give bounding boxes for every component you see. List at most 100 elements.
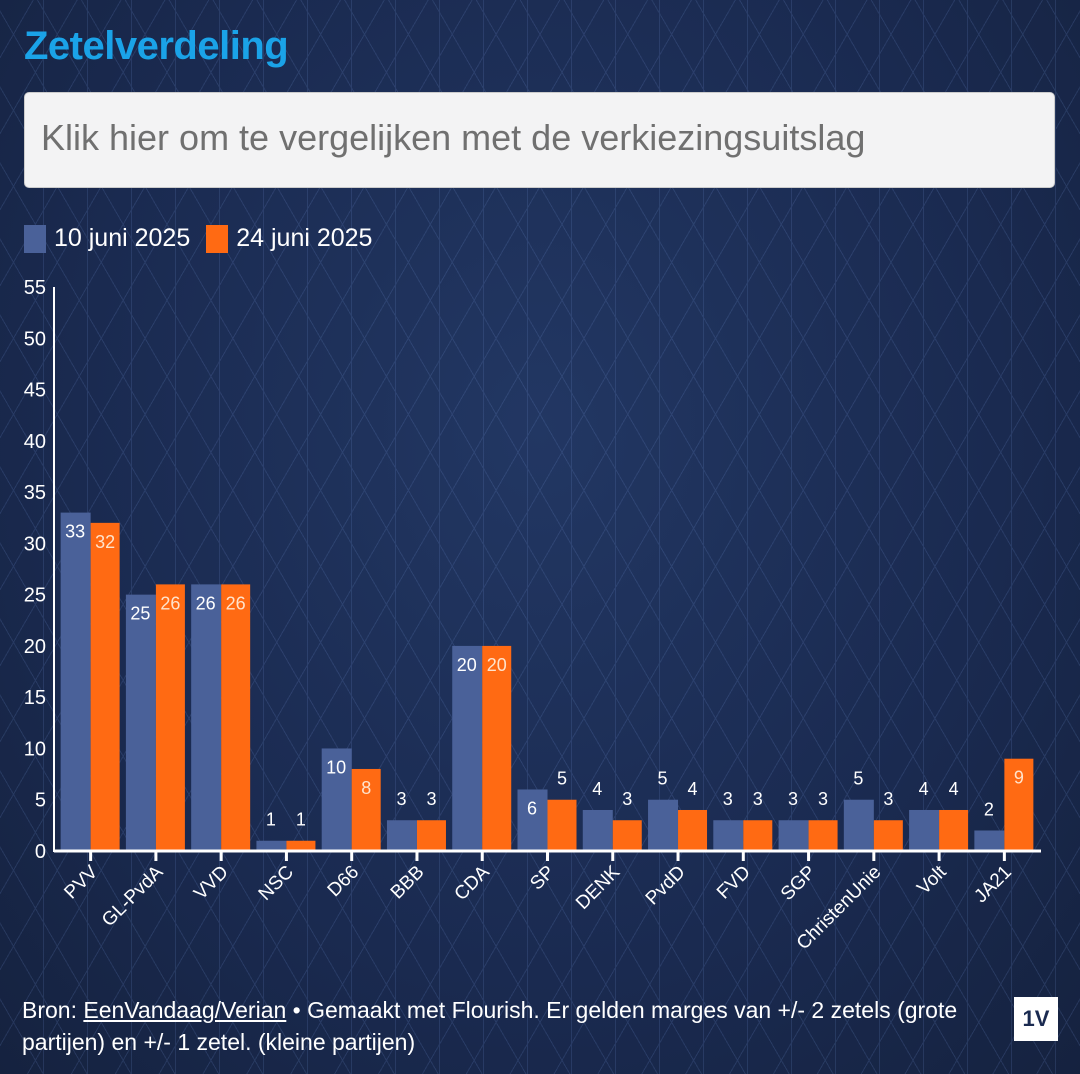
bar-FVD-2: [743, 820, 773, 851]
x-tick-label: BBB: [387, 862, 429, 904]
bar-D66-1: [321, 748, 352, 851]
bar-SP-1: [517, 789, 548, 851]
data-label: 4: [919, 779, 929, 799]
bar-CDA-1: [452, 645, 483, 851]
bar-NSC-2: [286, 840, 316, 851]
data-label: 3: [723, 789, 733, 809]
legend-swatch: [24, 224, 46, 253]
footer-note: Bron: EenVandaag/Verian • Gemaakt met Fl…: [22, 994, 1002, 1058]
bar-SGP-1: [778, 820, 809, 851]
data-label: 26: [226, 593, 246, 613]
bar-DENK-1: [582, 809, 613, 851]
x-tick-label: JA21: [970, 862, 1015, 907]
data-label: 3: [426, 789, 436, 809]
bar-VVD-1: [191, 584, 222, 851]
x-tick-label: NSC: [255, 862, 298, 905]
data-label: 2: [984, 799, 994, 819]
x-tick-label: CDA: [451, 861, 494, 904]
x-tick-label: FVD: [713, 862, 755, 904]
data-label: 3: [396, 789, 406, 809]
bar-SGP-2: [808, 820, 838, 851]
legend-item-series-2[interactable]: 24 juni 2025: [206, 224, 372, 253]
y-tick-label: 20: [24, 636, 46, 658]
data-label: 1: [266, 810, 276, 830]
x-tick-label: PVV: [60, 861, 102, 903]
bar-ChristenUnie-2: [873, 820, 903, 851]
data-label: 3: [788, 789, 798, 809]
y-tick-label: 50: [24, 328, 46, 350]
x-tick-label: PvdD: [642, 862, 690, 910]
data-label: 6: [527, 798, 537, 818]
data-label: 4: [592, 779, 602, 799]
bar-JA21-2: [1004, 758, 1034, 851]
data-label: 10: [326, 757, 346, 777]
bar-PvdD-2: [678, 809, 708, 851]
legend-item-series-1[interactable]: 10 juni 2025: [24, 224, 190, 253]
legend-label: 24 juni 2025: [236, 224, 373, 252]
y-tick-label: 55: [24, 277, 46, 299]
data-label: 5: [658, 769, 668, 789]
data-label: 3: [883, 789, 893, 809]
bar-DENK-2: [612, 820, 642, 851]
bar-VVD-2: [221, 584, 251, 851]
y-tick-label: 10: [24, 738, 46, 760]
data-label: 3: [753, 789, 763, 809]
bar-GL-PvdA-2: [155, 584, 185, 851]
chart-title: Zetelverdeling: [24, 24, 289, 68]
y-tick-label: 0: [35, 841, 46, 863]
bar-ChristenUnie-1: [843, 799, 874, 851]
x-tick-label: DENK: [572, 861, 624, 913]
bar-PvdD-1: [648, 799, 679, 851]
data-label: 9: [1014, 768, 1024, 788]
x-tick-label: VVD: [190, 862, 232, 904]
footer-text: • Gemaakt met Flourish. Er gelden marges…: [22, 997, 958, 1055]
bar-CDA-2: [482, 645, 512, 851]
compare-results-button[interactable]: Klik hier om te vergelijken met de verki…: [24, 92, 1055, 188]
bar-SP-2: [547, 799, 577, 851]
bar-Volt-1: [909, 809, 940, 851]
data-label: 3: [622, 789, 632, 809]
data-label: 32: [95, 532, 115, 552]
data-label: 5: [557, 769, 567, 789]
bar-BBB-1: [386, 820, 417, 851]
y-tick-label: 25: [24, 585, 46, 607]
footer-prefix: Bron:: [22, 997, 84, 1023]
bar-BBB-2: [416, 820, 446, 851]
data-label: 4: [949, 779, 959, 799]
data-label: 20: [487, 655, 507, 675]
data-label: 4: [688, 779, 698, 799]
x-tick-label: D66: [324, 862, 363, 901]
data-label: 3: [818, 789, 828, 809]
y-tick-label: 45: [24, 380, 46, 402]
data-label: 5: [853, 769, 863, 789]
bar-FVD-1: [713, 820, 744, 851]
data-label: 1: [296, 810, 306, 830]
x-tick-label: SP: [526, 862, 559, 895]
y-tick-label: 5: [35, 790, 46, 812]
legend-label: 10 juni 2025: [54, 224, 191, 252]
legend: 10 juni 2025 24 juni 2025: [24, 224, 372, 253]
bar-PVV-1: [60, 512, 91, 851]
y-tick-label: 35: [24, 482, 46, 504]
bar-D66-2: [351, 768, 381, 851]
data-label: 33: [65, 522, 85, 542]
bar-chart: 05101520253035404550553332PVV2526GL-PvdA…: [24, 277, 1034, 931]
legend-swatch: [206, 224, 229, 253]
x-tick-label: SGP: [777, 862, 820, 905]
bar-PVV-2: [90, 522, 120, 851]
bar-GL-PvdA-1: [125, 594, 156, 851]
data-label: 8: [361, 778, 371, 798]
y-tick-label: 30: [24, 533, 46, 555]
y-tick-label: 40: [24, 431, 46, 453]
bar-JA21-1: [974, 830, 1005, 851]
y-tick-label: 15: [24, 687, 46, 709]
data-label: 26: [160, 593, 180, 613]
bar-NSC-1: [256, 840, 287, 851]
bar-Volt-2: [939, 809, 969, 851]
x-tick-label: GL-PvdA: [98, 861, 168, 931]
x-tick-label: Volt: [913, 861, 951, 899]
data-label: 25: [130, 604, 150, 624]
data-label: 20: [457, 655, 477, 675]
data-label: 26: [196, 593, 216, 613]
source-link[interactable]: EenVandaag/Verian: [83, 997, 287, 1023]
